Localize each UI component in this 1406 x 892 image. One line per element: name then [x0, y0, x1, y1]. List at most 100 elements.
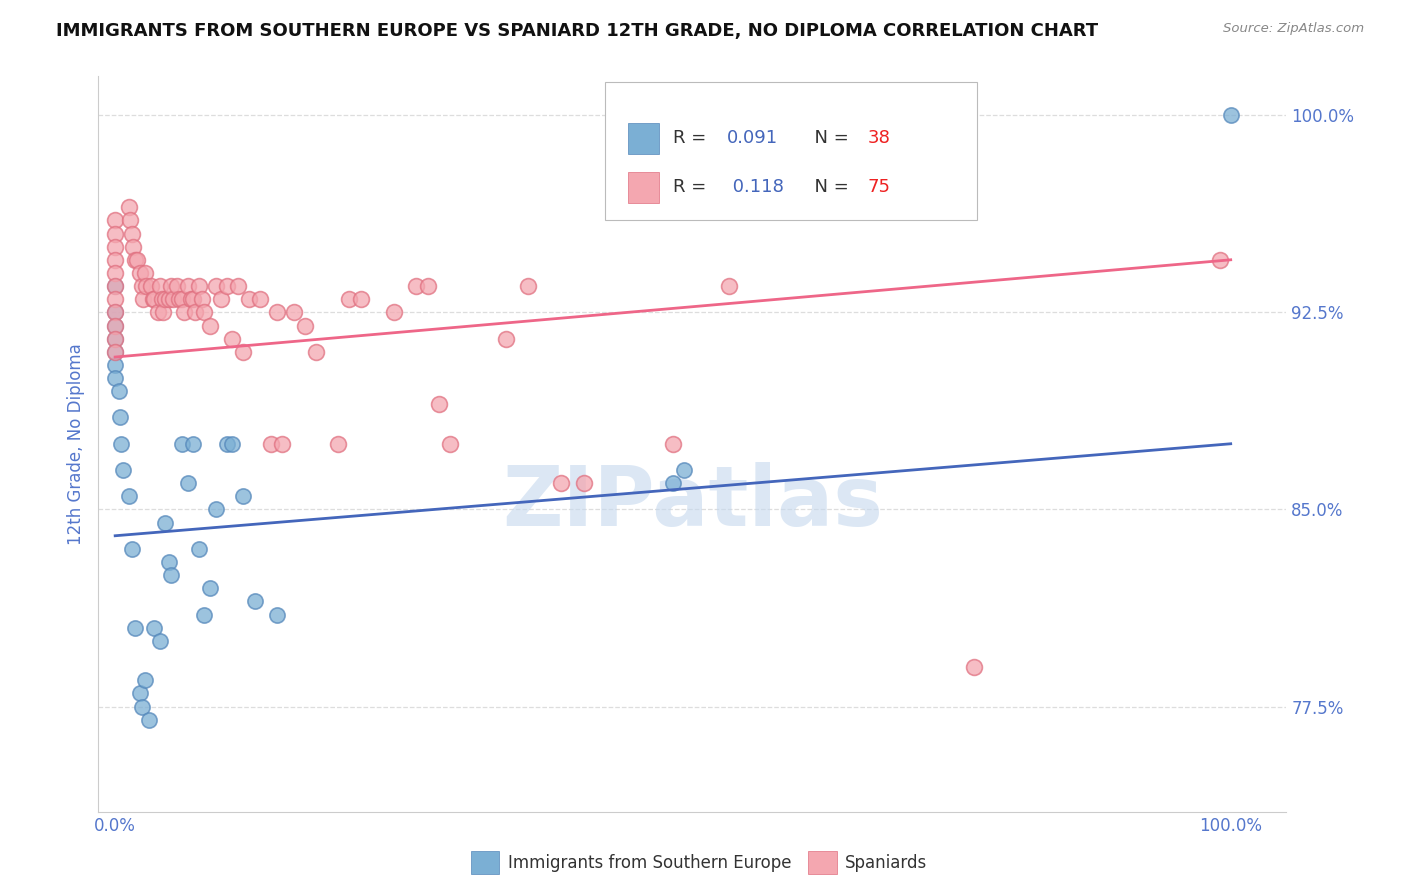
Point [135, 279, 157, 293]
Point [149, 633, 172, 648]
Point [111, 463, 134, 477]
Point [176, 476, 198, 491]
Point [232, 344, 254, 359]
Point [104, 344, 127, 359]
Point [204, 279, 226, 293]
Point [215, 279, 238, 293]
Point [118, 213, 141, 227]
Point [104, 279, 127, 293]
Point [176, 279, 198, 293]
Point [662, 436, 685, 450]
Point [150, 292, 173, 306]
Point [181, 292, 204, 306]
Point [121, 541, 143, 556]
Point [104, 305, 127, 319]
Point [110, 436, 132, 450]
Point [349, 292, 371, 306]
Point [215, 436, 238, 450]
Point [134, 266, 156, 280]
Point [122, 240, 145, 254]
Text: N =: N = [803, 129, 855, 147]
Point [104, 292, 127, 306]
Point [181, 436, 204, 450]
Text: Immigrants from Southern Europe: Immigrants from Southern Europe [508, 854, 792, 871]
Point [193, 607, 215, 622]
Point [104, 318, 127, 333]
Point [142, 292, 165, 306]
Point [198, 318, 221, 333]
Point [305, 344, 328, 359]
Point [117, 200, 139, 214]
Point [104, 332, 127, 346]
Point [104, 227, 127, 241]
Point [104, 266, 127, 280]
Point [294, 318, 316, 333]
Point [271, 436, 294, 450]
Point [260, 436, 283, 450]
Point [104, 358, 127, 372]
Text: R =: R = [673, 129, 713, 147]
Point [131, 279, 153, 293]
Point [143, 292, 166, 306]
Point [162, 292, 184, 306]
Point [104, 305, 127, 319]
Point [139, 279, 162, 293]
Point [128, 686, 150, 700]
Point [172, 436, 194, 450]
Point [427, 397, 450, 411]
Text: 0.091: 0.091 [727, 129, 778, 147]
Point [717, 279, 740, 293]
Point [963, 660, 986, 674]
Point [104, 252, 127, 267]
Point [146, 305, 169, 319]
Point [1208, 252, 1230, 267]
Point [238, 292, 260, 306]
Point [249, 292, 271, 306]
Point [180, 292, 202, 306]
Point [117, 489, 139, 503]
Point [149, 279, 172, 293]
Point [204, 502, 226, 516]
Point [128, 266, 150, 280]
Point [143, 621, 166, 635]
Point [104, 213, 127, 227]
Text: Source: ZipAtlas.com: Source: ZipAtlas.com [1223, 22, 1364, 36]
Point [124, 621, 146, 635]
Point [232, 489, 254, 503]
Point [187, 541, 209, 556]
Text: 75: 75 [868, 178, 890, 196]
Point [221, 332, 243, 346]
Point [187, 279, 209, 293]
Point [226, 279, 249, 293]
Point [266, 607, 288, 622]
Point [439, 436, 461, 450]
Point [172, 292, 194, 306]
Point [107, 384, 129, 399]
Point [104, 371, 127, 385]
Text: 0.118: 0.118 [727, 178, 783, 196]
Point [134, 673, 156, 688]
Point [104, 318, 127, 333]
Point [243, 594, 266, 608]
Text: Spaniards: Spaniards [845, 854, 927, 871]
Text: N =: N = [803, 178, 855, 196]
Point [209, 292, 232, 306]
Point [104, 279, 127, 293]
Point [121, 227, 143, 241]
Point [104, 240, 127, 254]
Point [173, 305, 195, 319]
Point [572, 476, 595, 491]
Point [132, 292, 155, 306]
Point [339, 292, 361, 306]
Point [127, 252, 149, 267]
Point [160, 279, 183, 293]
Point [673, 463, 696, 477]
Point [283, 305, 305, 319]
Point [193, 305, 215, 319]
Point [416, 279, 439, 293]
Point [131, 699, 153, 714]
Point [157, 292, 180, 306]
Text: ZIPatlas: ZIPatlas [502, 462, 883, 543]
Point [191, 292, 214, 306]
Point [198, 582, 221, 596]
